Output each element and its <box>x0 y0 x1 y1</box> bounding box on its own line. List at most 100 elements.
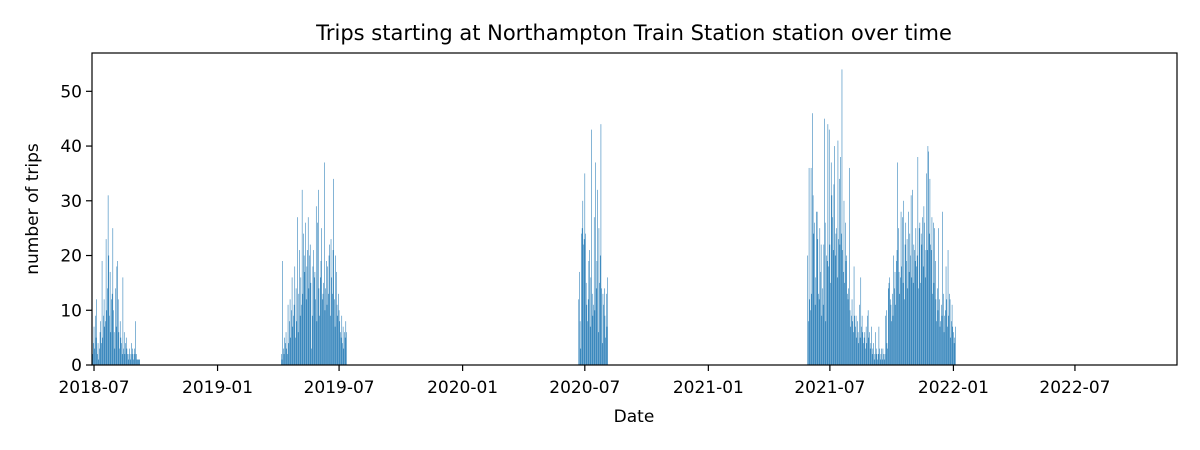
bar <box>943 293 944 365</box>
bar <box>807 255 808 365</box>
bar <box>910 195 912 365</box>
bar <box>285 343 286 365</box>
bar <box>900 211 902 365</box>
bar <box>121 343 122 365</box>
bar <box>103 299 105 365</box>
bar <box>933 222 934 365</box>
bar <box>852 321 853 365</box>
bar <box>107 288 108 365</box>
bar <box>127 354 128 365</box>
bar <box>893 255 894 365</box>
bar <box>906 261 907 365</box>
bar <box>101 261 103 365</box>
bar <box>315 206 317 365</box>
bar <box>290 337 292 365</box>
bar <box>591 293 593 365</box>
bar <box>875 348 877 365</box>
bar <box>124 354 126 365</box>
bar <box>599 282 600 365</box>
bar <box>318 288 320 365</box>
bar <box>344 337 346 365</box>
bar <box>898 228 899 365</box>
bar <box>899 293 900 365</box>
bar <box>95 337 97 365</box>
bar <box>854 315 855 365</box>
bar <box>315 299 316 365</box>
bar <box>324 310 326 365</box>
bar <box>910 255 911 365</box>
bar <box>93 326 95 365</box>
bar <box>293 315 294 365</box>
bar <box>306 266 308 365</box>
bar <box>589 250 590 365</box>
bar <box>300 277 302 365</box>
bar <box>868 337 870 365</box>
bar <box>881 348 882 365</box>
bar <box>812 195 814 365</box>
bar <box>869 332 870 365</box>
bar <box>310 282 312 365</box>
bar <box>836 228 837 365</box>
bar <box>100 321 101 365</box>
bar <box>307 217 309 365</box>
bar <box>287 304 289 365</box>
bar <box>919 222 921 365</box>
bar <box>344 332 345 365</box>
bar <box>931 217 933 365</box>
bar <box>298 293 300 365</box>
bar <box>603 304 604 365</box>
bar <box>832 250 834 365</box>
bar <box>904 299 905 365</box>
bar <box>293 304 295 365</box>
bar <box>886 343 888 365</box>
bar <box>918 288 919 365</box>
bar <box>125 337 127 365</box>
bar <box>292 326 294 365</box>
bar <box>136 354 137 365</box>
bar <box>132 354 134 365</box>
bar <box>874 354 876 365</box>
bar <box>888 282 890 365</box>
bar <box>295 288 297 365</box>
y-tick-label: 50 <box>60 82 82 102</box>
bar <box>591 129 592 365</box>
bar <box>297 217 298 365</box>
bar <box>121 354 123 365</box>
bar <box>841 233 842 365</box>
bar <box>583 239 585 365</box>
bar <box>835 233 837 365</box>
bar <box>863 343 864 365</box>
bar <box>892 315 894 365</box>
bar <box>289 321 290 365</box>
bar <box>285 332 287 365</box>
bar <box>311 315 313 365</box>
bar <box>319 315 320 365</box>
bar <box>855 315 857 365</box>
x-tick-label: 2021-07 <box>794 378 865 398</box>
bar <box>813 233 815 365</box>
bar <box>111 299 112 365</box>
bar <box>809 299 811 365</box>
x-tick-label: 2022-07 <box>1039 378 1110 398</box>
bar <box>928 233 930 365</box>
bar <box>602 293 604 365</box>
bar <box>946 299 947 365</box>
bar <box>283 354 285 365</box>
bar <box>116 266 118 365</box>
bar <box>824 222 826 365</box>
bar <box>810 310 811 365</box>
bar <box>922 217 923 365</box>
bar <box>95 315 96 365</box>
bar <box>301 304 302 365</box>
bar <box>99 332 101 365</box>
bar <box>123 332 125 365</box>
bar <box>945 266 947 365</box>
bar <box>937 310 939 365</box>
x-tick-label: 2018-07 <box>58 378 129 398</box>
bar <box>861 326 862 365</box>
bar <box>109 271 111 365</box>
bar <box>822 304 824 365</box>
bar <box>113 332 115 365</box>
bar <box>282 261 283 365</box>
